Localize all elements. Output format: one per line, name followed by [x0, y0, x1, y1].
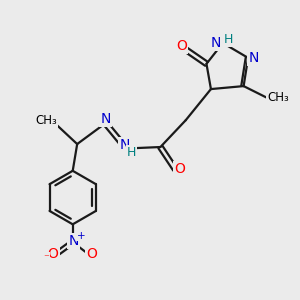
Text: CH₃: CH₃ [35, 114, 57, 127]
Text: N: N [100, 112, 111, 126]
Text: +: + [77, 231, 85, 241]
Text: O: O [176, 39, 187, 53]
Text: H: H [224, 33, 233, 46]
Text: O: O [48, 247, 58, 261]
Text: O: O [86, 247, 97, 261]
Text: H: H [127, 146, 136, 160]
Text: ⁻: ⁻ [43, 253, 49, 263]
Text: N: N [119, 138, 130, 152]
Text: N: N [248, 51, 259, 65]
Text: O: O [174, 162, 185, 176]
Text: N: N [68, 234, 79, 248]
Text: N: N [211, 36, 221, 50]
Text: CH₃: CH₃ [267, 92, 289, 104]
